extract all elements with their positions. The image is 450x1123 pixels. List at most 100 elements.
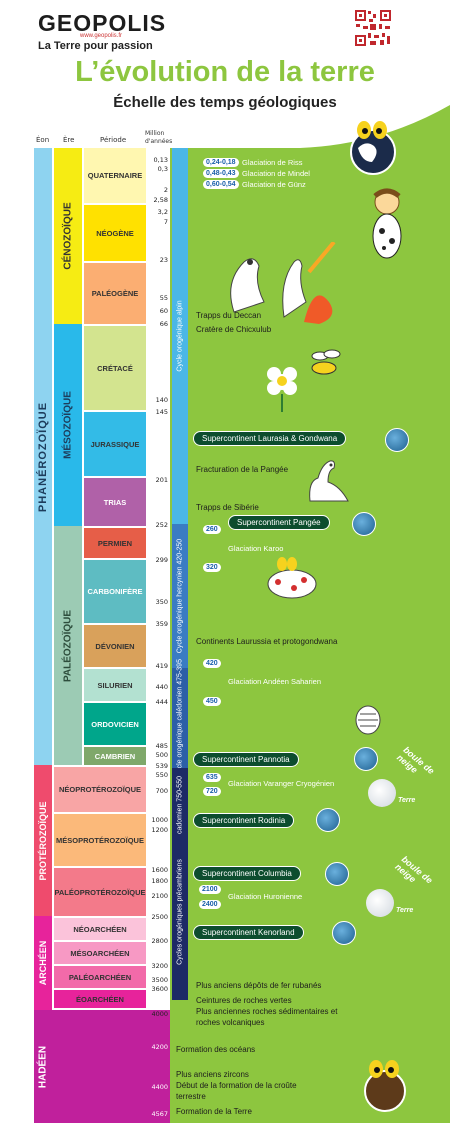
dinosaur-meteor-icon xyxy=(230,242,336,324)
event-roches-vertes: Ceintures de roches vertes xyxy=(196,996,292,1005)
event-roches-sed-2: roches volcaniques xyxy=(196,1018,265,1027)
page-subtitle: Échelle des temps géologiques xyxy=(113,94,337,111)
ma-label: 3500 xyxy=(151,976,168,984)
huronienne-start: 2100 xyxy=(199,885,221,894)
varanger-start: 635 xyxy=(203,773,221,782)
period-neoproterozoique: NÉOPROTÉROZOÏQUE xyxy=(54,767,146,812)
eon-phanerozoic-label: PHANÉROZOÏQUE xyxy=(37,401,49,512)
event-varanger: Glaciation Varanger Cryogénien xyxy=(228,779,335,788)
ma-label: 2500 xyxy=(151,913,168,921)
era-cenozoic: CÉNOZOÏQUE xyxy=(54,148,82,324)
period-eoarcheen: ÉOARCHÉEN xyxy=(54,990,146,1008)
event-pannotia: Supercontinent Pannotia xyxy=(193,752,299,767)
varanger-end: 720 xyxy=(203,787,221,796)
period-neoarcheen: NÉOARCHÉEN xyxy=(54,918,146,940)
col-period: Période xyxy=(100,136,127,144)
event-pangee: Supercontinent Pangée xyxy=(228,515,330,530)
ma-label: 4567 xyxy=(151,1110,168,1118)
huronienne-end: 2400 xyxy=(199,900,221,909)
period-paleoarcheen: PALÉOARCHÉEN xyxy=(54,966,146,988)
eon-proterozoic: PROTÉROZOÏQUE xyxy=(34,765,52,916)
eon-hadean-label: HADÉEN xyxy=(37,1045,49,1088)
ma-label: 1000 xyxy=(151,816,168,824)
ma-label: 359 xyxy=(155,620,168,628)
geopolis-logo: GEOPOLIS xyxy=(38,10,167,36)
event-karoo: Glaciation Karoo xyxy=(228,544,284,553)
event-roches-sed-1: Plus anciennes roches sédimentaires et xyxy=(196,1007,338,1016)
globe-icon xyxy=(316,808,340,832)
ma-label: 145 xyxy=(155,408,168,416)
event-riss: Glaciation de Riss xyxy=(242,158,303,167)
period-cambrien: CAMBRIEN xyxy=(84,747,146,765)
ma-label: 2,58 xyxy=(153,196,168,204)
period-permien: PERMIEN xyxy=(84,528,146,558)
cycle-precambriens-label: Cycles orogéniques précambriens xyxy=(176,858,184,965)
col-era: Ère xyxy=(63,136,75,144)
andeen-end: 450 xyxy=(203,697,221,706)
event-columbia: Supercontinent Columbia xyxy=(193,866,301,881)
era-mesozoic: MÉSOZOÏQUE xyxy=(54,324,82,526)
ma-label: 2100 xyxy=(151,892,168,900)
ma-label: 252 xyxy=(155,521,168,529)
ma-label: 0,13 xyxy=(153,156,168,164)
ma-label: 299 xyxy=(155,556,168,564)
event-gunz: Glaciation de Günz xyxy=(242,180,306,189)
eon-archean: ARCHÉEN xyxy=(34,916,52,1010)
event-kenorland: Supercontinent Kenorland xyxy=(193,925,304,940)
ma-label: 4000 xyxy=(151,1010,168,1018)
cycle-precambriens: Cycles orogéniques précambriens xyxy=(172,768,188,1000)
era-mesozoic-label: MÉSOZOÏQUE xyxy=(62,391,74,459)
cycle-hercynien: Cycle orogénique hercynien 420-250 xyxy=(172,524,188,668)
ma-label: 4200 xyxy=(151,1043,168,1051)
earth-mascot-icon xyxy=(350,121,396,175)
karoo-start: 260 xyxy=(203,525,221,534)
ma-label: 60 xyxy=(159,307,168,315)
era-cenozoic-label: CÉNOZOÏQUE xyxy=(62,202,74,270)
globe-icon xyxy=(354,747,378,771)
period-devonien: DÉVONIEN xyxy=(84,625,146,667)
ma-label: 3,2 xyxy=(157,208,168,216)
ma-label: 550 xyxy=(155,771,168,779)
period-paleoproterozoique: PALÉOPROTÉROZOÏQUE xyxy=(54,868,146,916)
period-silurien: SILURIEN xyxy=(84,669,146,701)
globe-icon xyxy=(352,512,376,536)
event-oceans: Formation des océans xyxy=(176,1045,256,1054)
riss-range: 0,24-0,18 xyxy=(203,158,239,167)
ma-label: 1600 xyxy=(151,866,168,874)
eon-phanerozoic: PHANÉROZOÏQUE xyxy=(34,148,52,765)
ma-label: 350 xyxy=(155,598,168,606)
ma-label: 419 xyxy=(155,662,168,670)
snowball-earth-icon xyxy=(366,889,394,917)
ma-label: 55 xyxy=(159,294,168,302)
ma-label: 23 xyxy=(159,256,168,264)
event-laurasia: Supercontinent Laurasia & Gondwana xyxy=(193,431,347,446)
event-zircons: Plus anciens zircons xyxy=(176,1070,249,1079)
hadean-earth-icon xyxy=(364,1060,406,1112)
event-andeen: Glaciation Andéen Saharien xyxy=(228,677,321,686)
logo-url: www.geopolis.fr xyxy=(80,33,123,39)
ma-label: 485 xyxy=(155,742,168,750)
flower-insect-icon xyxy=(267,349,341,412)
globe-icon xyxy=(385,428,409,452)
era-paleozoic: PALÉOZOÏQUE xyxy=(54,526,82,765)
eon-archean-label: ARCHÉEN xyxy=(38,940,48,986)
event-croute-1: Début de la formation de la croûte xyxy=(176,1081,297,1090)
ma-label: 0,3 xyxy=(157,165,168,173)
col-eon: Éon xyxy=(36,136,50,144)
ma-label: 444 xyxy=(155,698,168,706)
eon-hadean: HADÉEN xyxy=(34,1010,170,1123)
cycle-alpin-label: Cycle orogénique alpin xyxy=(176,300,184,372)
qr-code-icon xyxy=(354,9,392,47)
cycle-caledonien-label: Cycle orogénique calédonien 475-395 xyxy=(176,659,184,777)
caveman-icon xyxy=(372,188,402,259)
event-fer: Plus anciens dépôts de fer rubanés xyxy=(196,981,322,990)
period-mesoarcheen: MÉSOARCHÉEN xyxy=(54,942,146,964)
col-ma: Million d'années xyxy=(145,130,173,145)
event-mindel: Glaciation de Mindel xyxy=(242,169,310,178)
event-terre: Formation de la Terre xyxy=(176,1107,252,1116)
mindel-range: 0,48-0,43 xyxy=(203,169,239,178)
period-jurassique: JURASSIQUE xyxy=(84,412,146,476)
ma-label: 4400 xyxy=(151,1083,168,1091)
gunz-range: 0,60-0,54 xyxy=(203,180,239,189)
period-carbonifere: CARBONIFÈRE xyxy=(84,560,146,623)
